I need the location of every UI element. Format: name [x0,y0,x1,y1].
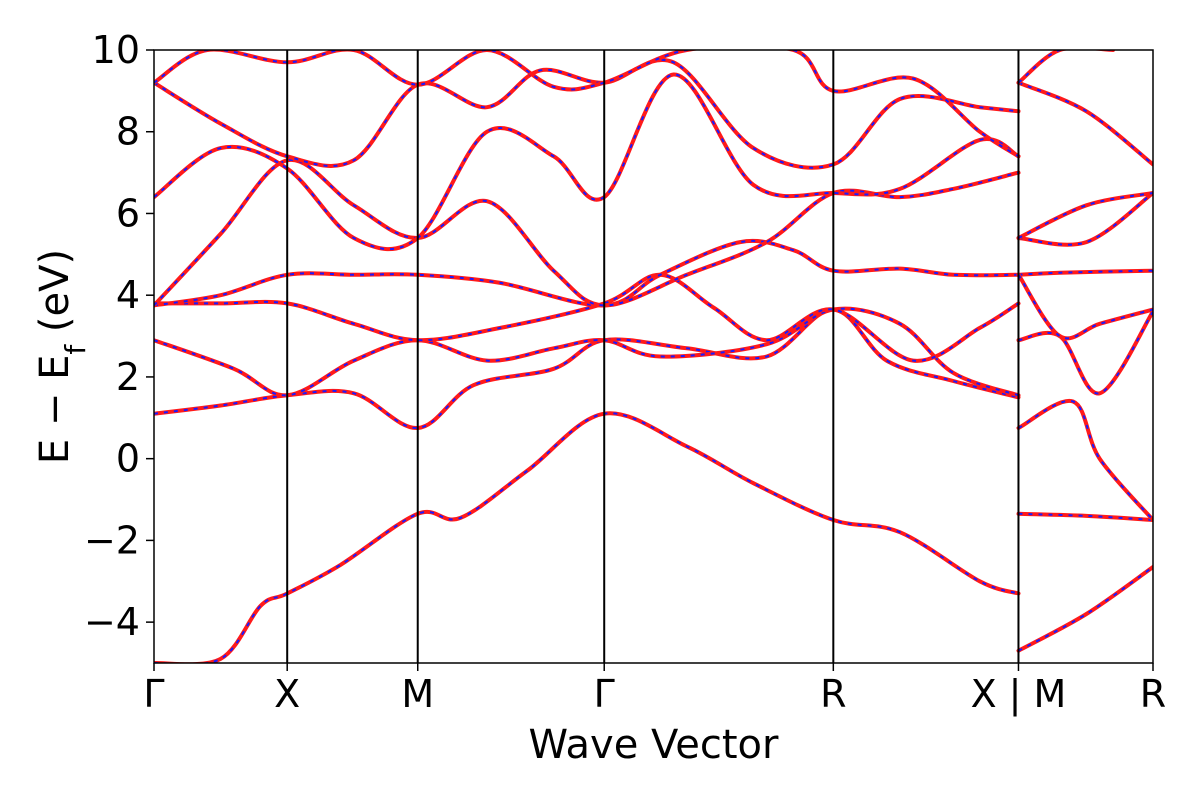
bands-layer [154,50,1153,663]
band-line-12 [1016,309,1153,396]
y-tick-label: −4 [84,600,140,644]
y-axis-label: E − Ef (eV) [32,249,92,464]
band-line-5 [154,158,1021,308]
band-line-dashed-16 [1018,192,1153,239]
band-line-dashed-12 [1018,310,1153,395]
band-line-dashed-13 [1018,269,1153,276]
band-line-dashed-8 [154,50,1020,158]
band-line-1 [154,307,1021,430]
x-tick-label: M [401,672,434,716]
kpoint-dividers [286,50,1020,663]
y-axis-ticks: −4 −2 0 2 4 6 8 10 [84,28,154,644]
band-line-dashed-1 [154,308,1019,430]
band-line-dashed-11 [1018,399,1153,521]
band-line-dashed-15 [1018,192,1153,246]
y-axis-label-subscript: f [59,344,92,355]
band-line-18 [1016,50,1115,85]
band-line-dashed-0 [154,412,1019,663]
band-line-dashed-4 [154,239,1019,307]
x-tick-label: Γ [143,672,164,716]
y-tick-label: −2 [84,518,140,562]
x-tick-label: Γ [594,672,615,716]
x-tick-label: R [1140,672,1166,716]
band-line-11 [1016,398,1153,522]
band-line-dashed-5 [154,159,1019,307]
y-tick-label: 8 [116,110,140,154]
x-tick-label: X | M [971,672,1067,717]
band-line-7 [154,58,1021,170]
band-line-15 [1016,191,1153,247]
band-line-dashed-14 [1017,274,1153,340]
band-line-dashed-18 [1017,50,1113,84]
y-tick-label: 6 [116,191,140,235]
x-axis-ticks: Γ X M Γ R X | M R [143,663,1166,717]
band-line-dashed-2 [154,307,1019,397]
y-tick-label: 2 [116,355,140,399]
band-line-dashed-9 [1018,566,1153,652]
band-line-16 [1016,191,1153,240]
band-line-4 [154,238,1021,308]
band-line-10 [1016,511,1153,522]
y-tick-label: 0 [116,437,140,481]
band-line-2 [154,306,1021,398]
band-line-dashed-17 [1018,81,1153,166]
band-line-9 [1016,565,1153,653]
x-axis-label: Wave Vector [529,722,780,768]
band-line-0 [154,411,1021,663]
y-tick-label: 10 [92,28,140,72]
plot-frame [153,49,1154,664]
y-tick-label: 4 [116,273,140,317]
band-line-17 [1016,80,1153,167]
y-axis-label-main: E − E [32,355,78,465]
band-line-14 [1016,272,1153,341]
band-line-dashed-7 [154,59,1019,169]
x-tick-label: R [820,672,846,716]
band-line-dashed-6 [154,73,1020,251]
x-tick-label: X [274,672,300,716]
band-line-dashed-3 [154,273,1020,362]
y-axis-label-unit: (eV) [32,249,78,345]
